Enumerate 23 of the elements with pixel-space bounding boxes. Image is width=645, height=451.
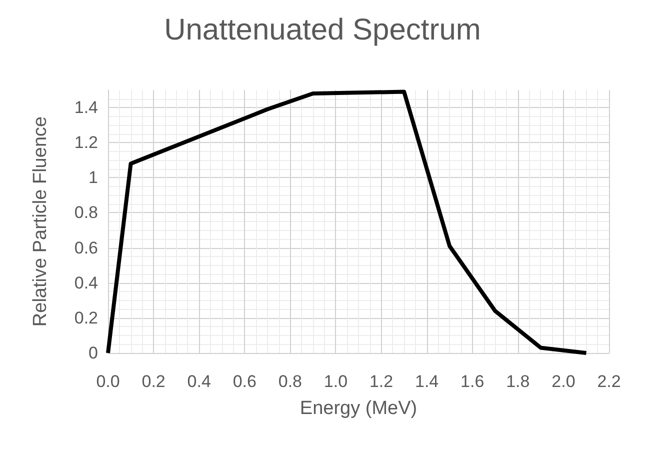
y-tick-label: 0.8 — [74, 203, 98, 222]
y-tick-label: 0.2 — [74, 308, 98, 328]
x-tick-label: 1.0 — [324, 372, 348, 391]
x-tick-label: 1.4 — [415, 372, 439, 391]
x-tick-label: 0.6 — [232, 372, 256, 391]
x-axis-title: Energy (MeV) — [300, 398, 418, 419]
x-tick-label: 2.2 — [597, 372, 621, 391]
chart-title: Unattenuated Spectrum — [164, 14, 481, 46]
x-tick-label: 1.2 — [369, 372, 394, 391]
y-tick-label: 1.4 — [74, 98, 98, 118]
y-tick-label: 0 — [88, 344, 98, 362]
x-tick-label: 0.8 — [278, 372, 302, 391]
y-axis-title: Relative Particle Fluence — [30, 116, 51, 327]
x-tick-label: 0.4 — [187, 372, 211, 391]
x-tick-label: 0.2 — [142, 372, 166, 391]
x-tick-label: 0.0 — [96, 372, 120, 391]
y-tick-label: 0.6 — [74, 238, 98, 258]
x-tick-label: 2.0 — [552, 372, 576, 391]
x-tick-label: 1.8 — [506, 372, 530, 391]
y-tick-label: 1.2 — [74, 133, 98, 152]
y-tick-label: 0.4 — [74, 273, 98, 292]
y-tick-label: 1 — [88, 168, 98, 188]
x-tick-label: 1.6 — [460, 372, 484, 391]
